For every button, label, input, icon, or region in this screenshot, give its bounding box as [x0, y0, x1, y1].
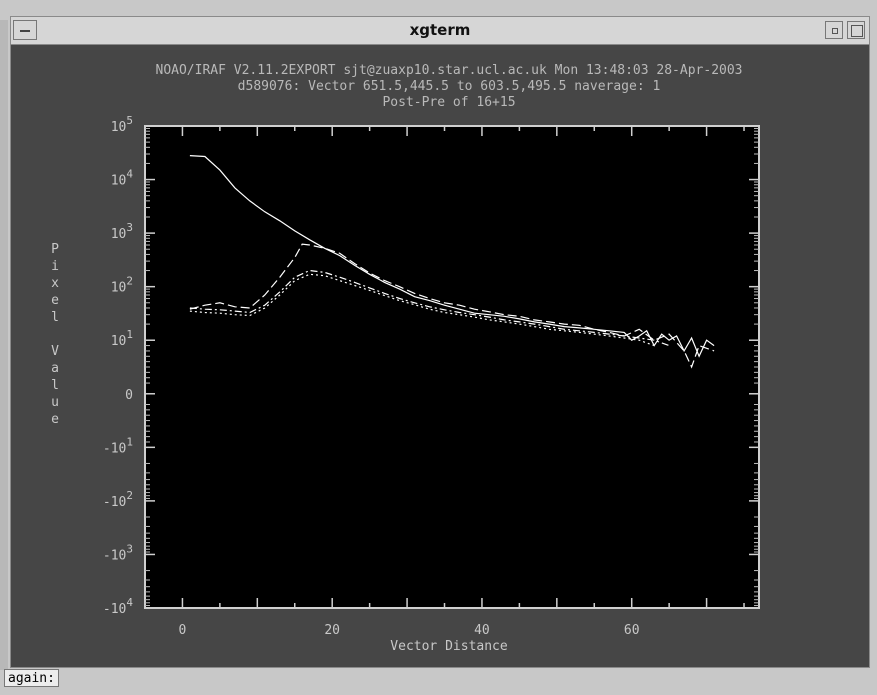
- x-axis-label: Vector Distance: [390, 639, 508, 654]
- y-tick-label: -104: [103, 596, 133, 617]
- y-tick-label: -103: [103, 542, 133, 563]
- x-tick-label: 40: [474, 623, 490, 638]
- x-tick-label: 20: [324, 623, 340, 638]
- y-tick-label: 0: [125, 388, 133, 403]
- y-tick-base: 10: [111, 120, 127, 135]
- plot-header-line3: Post-Pre of 16+15: [382, 95, 515, 110]
- y-tick-exponent: 1: [126, 328, 133, 341]
- y-tick-base: 10: [111, 174, 127, 189]
- y-tick-base: -10: [103, 602, 126, 617]
- again-prompt[interactable]: again:: [4, 669, 59, 687]
- y-axis-label-char: e: [51, 412, 59, 427]
- y-axis-label-char: i: [51, 259, 59, 274]
- y-axis-label-char: a: [51, 361, 59, 376]
- maximize-icon[interactable]: [847, 21, 865, 39]
- title-bar[interactable]: xgterm: [11, 17, 869, 45]
- window-menu-icon[interactable]: [13, 20, 37, 40]
- series-line-1: [189, 155, 715, 358]
- y-tick-label: 105: [111, 114, 133, 135]
- y-tick-exponent: 4: [126, 596, 133, 609]
- y-tick-base: 0: [125, 388, 133, 403]
- y-tick-exponent: 2: [126, 489, 133, 502]
- plot-canvas: NOAO/IRAF V2.11.2EXPORT sjt@zuaxp10.star…: [51, 63, 760, 654]
- terminal-area[interactable]: NOAO/IRAF V2.11.2EXPORT sjt@zuaxp10.star…: [11, 45, 869, 667]
- y-tick-base: 10: [111, 281, 127, 296]
- y-tick-exponent: 5: [126, 114, 133, 127]
- series-line-4: [189, 273, 655, 347]
- y-tick-label: 102: [111, 275, 133, 296]
- x-tick-label: 0: [179, 623, 187, 638]
- y-tick-label: -102: [103, 489, 133, 510]
- plot-header-line1: NOAO/IRAF V2.11.2EXPORT sjt@zuaxp10.star…: [156, 63, 743, 78]
- y-tick-label: 104: [111, 168, 134, 189]
- xgterm-window: xgterm NOAO/IRAF V2.11.2EXPORT sjt@zuaxp…: [10, 16, 870, 668]
- y-tick-exponent: 2: [126, 275, 133, 288]
- plot-header-line2: d589076: Vector 651.5,445.5 to 603.5,495…: [238, 79, 661, 94]
- y-axis-label-char: l: [51, 310, 59, 325]
- y-tick-exponent: 1: [126, 435, 133, 448]
- y-tick-base: 10: [111, 334, 127, 349]
- y-axis-label-char: P: [51, 242, 59, 257]
- series-lines: [189, 155, 715, 369]
- plot-frame: [145, 126, 759, 608]
- y-tick-exponent: 3: [126, 542, 133, 555]
- minimize-icon[interactable]: [825, 21, 843, 39]
- series-line-2: [189, 243, 715, 369]
- window-title: xgterm: [409, 21, 471, 39]
- y-tick-exponent: 3: [126, 221, 133, 234]
- y-tick-base: -10: [103, 441, 126, 456]
- y-tick-base: -10: [103, 495, 126, 510]
- y-tick-base: 10: [111, 227, 127, 242]
- y-axis-label-char: l: [51, 378, 59, 393]
- y-axis-label-char: u: [51, 395, 59, 410]
- y-tick-label: 101: [111, 328, 133, 349]
- x-tick-label: 60: [624, 623, 640, 638]
- y-axis-label-char: e: [51, 293, 59, 308]
- y-axis-label-char: x: [51, 276, 59, 291]
- left-scrollbar[interactable]: [0, 20, 8, 670]
- y-tick-label: 103: [111, 221, 133, 242]
- y-tick-label: -101: [103, 435, 133, 456]
- series-line-3: [189, 269, 670, 347]
- y-axis-label-char: V: [51, 344, 59, 359]
- y-tick-base: -10: [103, 548, 126, 563]
- y-tick-exponent: 4: [126, 168, 133, 181]
